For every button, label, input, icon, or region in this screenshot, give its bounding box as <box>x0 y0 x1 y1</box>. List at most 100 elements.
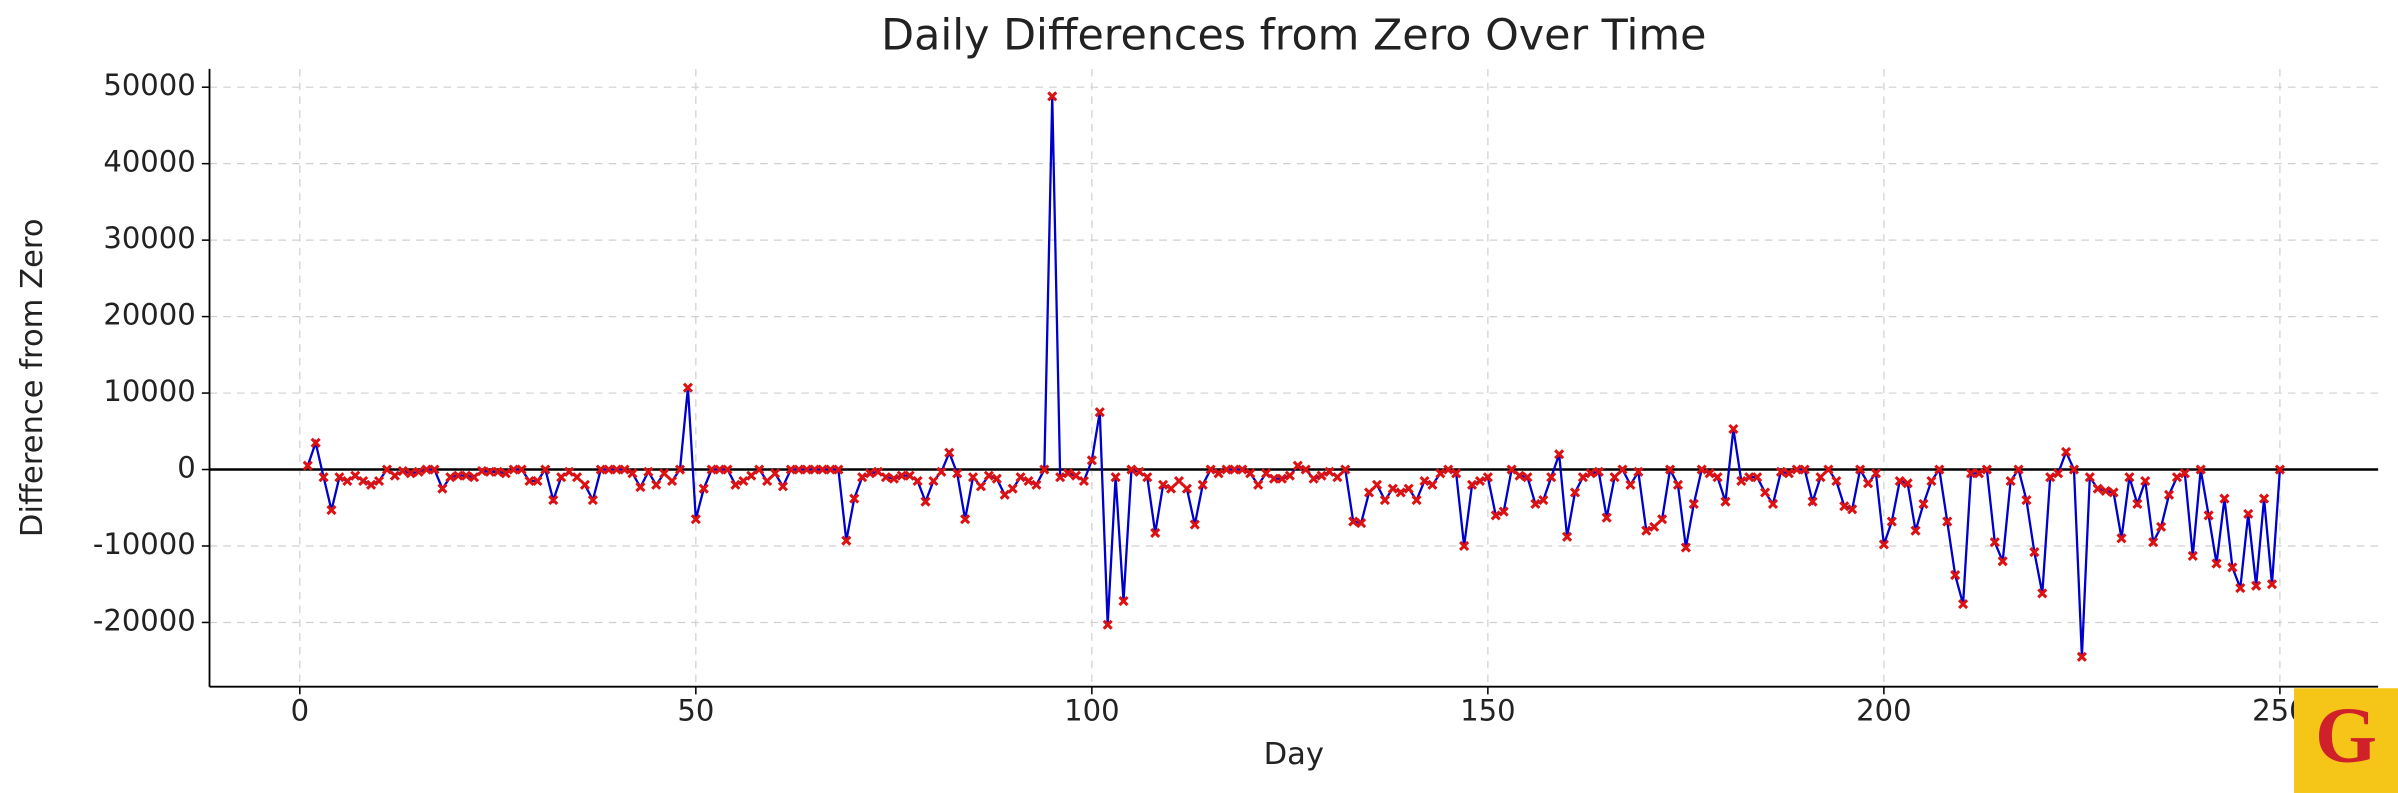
data-marker <box>1577 472 1588 483</box>
data-marker <box>421 464 432 475</box>
data-marker <box>1562 531 1573 542</box>
data-marker <box>1419 475 1430 487</box>
y-tick-label: 50000 <box>103 68 195 102</box>
data-marker <box>1902 478 1913 489</box>
data-marker <box>1031 479 1042 490</box>
data-marker <box>920 496 931 507</box>
data-marker <box>1340 464 1351 475</box>
data-marker <box>651 479 662 490</box>
data-marker <box>1744 472 1755 483</box>
data-marker <box>1189 519 1200 530</box>
data-marker <box>1641 525 1652 536</box>
data-marker <box>1229 464 1240 475</box>
data-marker <box>738 475 749 487</box>
data-marker <box>437 483 448 494</box>
data-marker <box>1989 537 2000 548</box>
data-marker <box>2124 472 2135 483</box>
data-marker <box>2140 475 2151 487</box>
data-marker <box>484 466 495 477</box>
data-marker <box>1546 472 1557 483</box>
data-marker <box>730 479 741 490</box>
data-marker <box>532 475 543 487</box>
data-marker <box>2274 464 2285 475</box>
data-marker <box>1039 464 1050 475</box>
data-marker <box>627 468 638 479</box>
data-marker <box>1308 473 1319 484</box>
data-marker <box>2259 493 2270 504</box>
data-marker <box>975 481 987 492</box>
data-marker <box>619 464 630 475</box>
data-marker <box>1997 556 2008 567</box>
data-marker <box>825 464 836 475</box>
data-marker <box>1839 501 1850 512</box>
data-marker <box>777 481 789 492</box>
data-marker <box>1688 498 1699 509</box>
data-marker <box>706 464 717 475</box>
x-tick-label: 200 <box>1856 694 1911 728</box>
data-marker <box>373 475 385 487</box>
data-marker <box>785 464 796 475</box>
data-marker <box>516 464 527 475</box>
data-marker <box>635 482 646 493</box>
data-marker <box>2005 475 2016 487</box>
data-marker <box>500 468 511 479</box>
data-marker <box>1965 468 1977 479</box>
data-marker <box>1585 468 1596 479</box>
data-marker <box>1070 470 1082 481</box>
data-marker <box>2219 493 2230 504</box>
data-marker <box>1443 464 1454 475</box>
data-marker <box>960 514 971 525</box>
data-marker <box>2092 483 2103 494</box>
data-marker <box>1878 539 1889 550</box>
data-marker <box>381 464 392 475</box>
data-marker <box>1284 470 1295 481</box>
data-marker <box>1173 475 1185 487</box>
data-marker <box>2266 579 2278 590</box>
data-marker <box>1696 464 1707 475</box>
data-marker <box>413 466 424 477</box>
data-marker <box>1609 472 1620 483</box>
data-marker <box>2227 562 2238 573</box>
data-marker <box>841 535 852 546</box>
data-marker <box>2195 464 2206 475</box>
data-marker <box>1435 468 1446 479</box>
data-marker <box>2156 521 2167 532</box>
data-marker <box>2076 651 2087 662</box>
data-marker <box>1862 478 1874 489</box>
data-marker <box>1823 464 1834 475</box>
data-marker <box>1973 468 1984 479</box>
data-marker <box>1158 479 1169 490</box>
logo-letter: G <box>2315 692 2377 780</box>
data-marker <box>1664 464 1676 475</box>
data-marker <box>1649 521 1660 532</box>
data-marker <box>2251 580 2262 591</box>
data-marker <box>1942 516 1953 527</box>
data-marker <box>1364 487 1375 498</box>
chart-title: Daily Differences from Zero Over Time <box>881 11 1706 61</box>
data-marker <box>571 472 583 483</box>
data-marker <box>469 472 480 483</box>
data-marker <box>762 475 773 487</box>
data-marker <box>967 472 979 483</box>
data-marker <box>2148 537 2159 548</box>
data-marker <box>334 472 345 483</box>
data-marker <box>1799 464 1810 475</box>
y-tick-label: 10000 <box>103 374 195 408</box>
data-marker <box>2060 446 2072 457</box>
data-marker <box>857 472 868 483</box>
data-marker <box>2187 550 2198 561</box>
data-marker <box>1807 496 1818 507</box>
data-marker <box>888 473 899 484</box>
data-marker <box>556 472 567 483</box>
data-marker <box>1752 472 1763 483</box>
data-marker <box>1094 407 1105 418</box>
data-marker <box>350 470 361 481</box>
data-marker <box>1118 595 1129 607</box>
y-tick-label: -10000 <box>93 527 196 561</box>
data-marker <box>1474 475 1486 487</box>
data-marker <box>1047 91 1058 102</box>
data-marker <box>1466 479 1478 490</box>
data-marker <box>1522 472 1533 483</box>
data-marker <box>564 466 575 477</box>
